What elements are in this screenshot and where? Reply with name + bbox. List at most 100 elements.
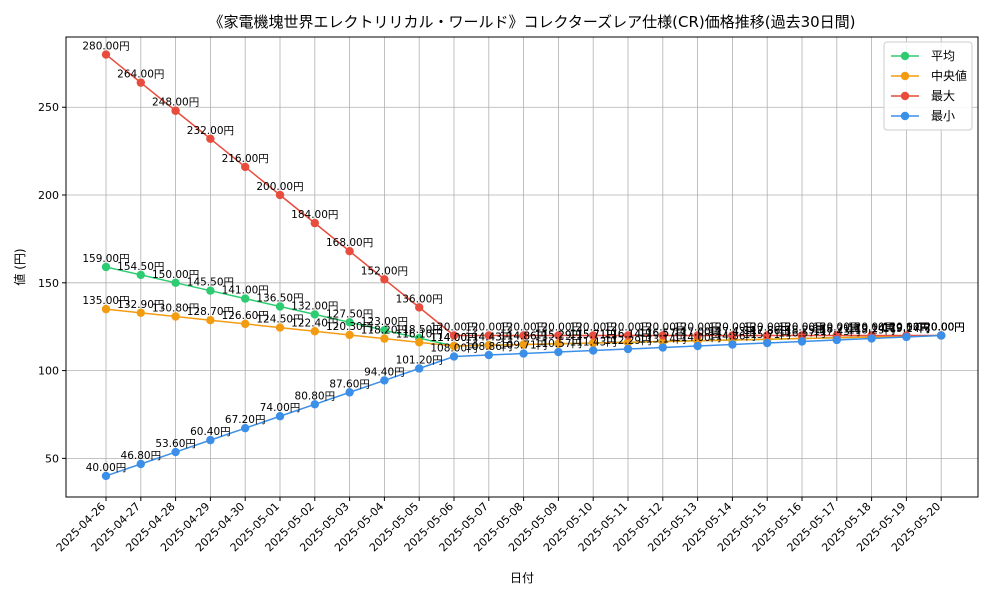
data-point [623,338,633,347]
data-label: 132.00円 [291,300,338,312]
data-point [554,347,563,357]
series-group [101,50,946,481]
data-label: 114.43円 [465,331,512,343]
data-point [484,331,493,340]
data-point [380,275,389,284]
data-point [415,303,424,312]
y-tick-label: 200 [38,189,59,202]
data-point [519,349,528,358]
data-label: 120.00円 [639,321,686,333]
data-point [206,286,215,295]
data-label: 118.71円 [813,324,860,336]
legend-entry: 最小 [931,109,955,123]
data-point [206,435,215,445]
data-point [519,331,528,340]
y-axis: 50 100 150 200 250 [38,101,66,465]
data-point [693,331,702,340]
legend-entry: 中央値 [931,68,967,83]
data-point [101,50,111,59]
y-tick-label: 150 [38,277,59,290]
legend-swatch-marker [900,91,910,101]
data-label: 118.29円 [848,324,895,336]
data-label: 124.50円 [256,314,303,326]
data-label: 53.60円 [155,438,196,450]
data-point [310,327,319,336]
data-point [171,312,180,321]
legend-swatch-marker [900,71,910,81]
data-point [136,78,145,87]
data-point [658,331,667,340]
data-point [763,331,772,340]
data-label: 115.29円 [535,330,582,342]
data-label: 126.60円 [222,310,269,322]
data-point [136,308,145,318]
data-label: 94.40円 [364,366,405,378]
data-label: 152.00円 [361,265,408,277]
data-label: 120.00円 [744,321,791,333]
data-label: 116.14円 [604,328,651,340]
data-label: 120.00円 [500,321,547,333]
data-label: 130.80円 [152,303,199,315]
data-label: 112.29円 [604,335,651,347]
data-point [275,190,285,200]
data-label: 120.00円 [813,321,860,333]
data-point [763,338,772,348]
y-tick-label: 250 [38,101,59,114]
data-point [345,330,354,340]
data-label: 136.50円 [256,293,303,305]
data-label: 108.86円 [465,341,512,353]
data-point [693,341,702,351]
legend-entry: 最大 [931,89,955,103]
data-label: 115.71円 [570,329,617,341]
data-point [380,334,389,343]
chart-title: 《家電機塊世界エレクトリリカル・ワールド》コレクターズレア仕様(CR)価格推移(… [208,13,855,31]
data-label: 184.00円 [291,209,338,221]
data-label: 116.57円 [778,327,825,339]
data-label: 118.71円 [813,324,860,336]
data-label: 123.00円 [361,316,408,328]
grid [66,37,978,497]
data-label: 120.00円 [883,321,930,333]
data-label: 120.00円 [465,321,512,333]
data-label: 135.00円 [82,295,129,307]
data-label: 120.00円 [709,321,756,333]
data-point [589,331,598,340]
data-label: 74.00円 [260,402,301,414]
data-point [658,337,667,346]
data-label: 132.90円 [117,299,164,311]
data-label: 119.14円 [848,323,895,335]
data-label: 118.29円 [778,324,825,336]
data-label: 87.60円 [329,378,370,390]
data-label: 168.00円 [326,237,373,249]
data-label: 40.00円 [86,462,127,474]
data-label: 80.80円 [295,390,336,402]
legend-box [883,41,973,131]
data-label: 116.57円 [639,327,686,339]
data-label: 120.00円 [535,321,582,333]
data-point [554,339,563,348]
data-point [623,344,633,354]
data-point [554,331,563,340]
data-label: 114.43円 [465,331,512,343]
data-point [275,302,285,311]
data-label: 116.10円 [396,328,443,340]
data-label: 136.00円 [396,293,443,305]
data-label: 114.00円 [430,332,477,344]
data-point [867,334,876,343]
data-label: 120.00円 [430,321,477,333]
data-point [345,388,354,397]
data-label: 150.00円 [152,269,199,281]
y-axis-label: 値 (円) [12,248,27,285]
data-label: 120.00円 [674,321,721,333]
data-label: 117.86円 [744,325,791,337]
data-point [136,270,145,280]
data-point [101,304,111,314]
data-point [310,310,319,319]
data-label: 145.50円 [187,277,234,289]
data-point [937,331,946,340]
data-point [797,337,807,346]
data-point [449,341,459,351]
data-label: 60.40円 [190,426,231,438]
data-label: 200.00円 [256,181,303,193]
data-point [241,319,250,329]
